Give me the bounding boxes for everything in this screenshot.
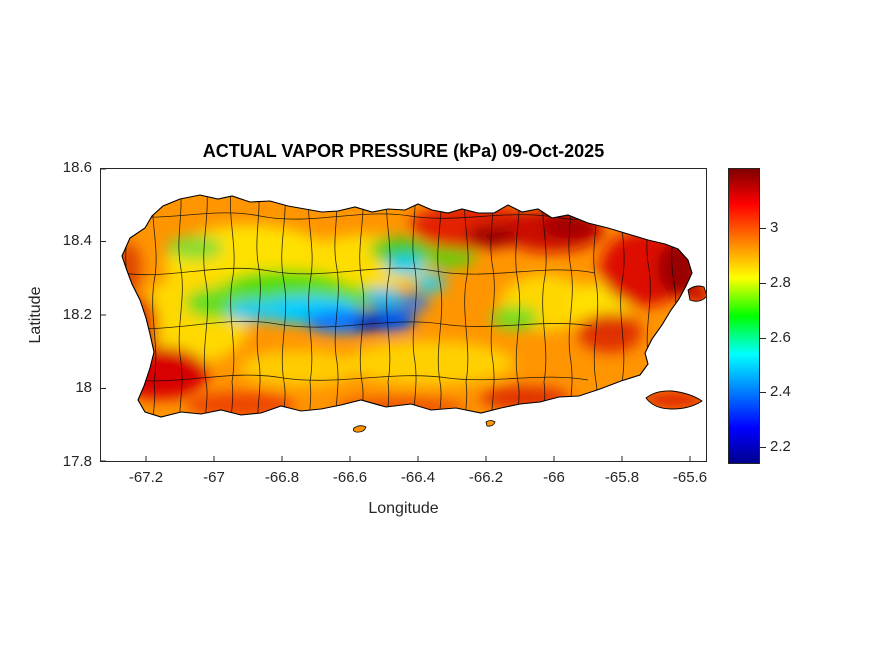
x-tick-label: -67 [203, 469, 225, 486]
colorbar-tick-label: 2.2 [770, 438, 791, 455]
plot-title: ACTUAL VAPOR PRESSURE (kPa) 09-Oct-2025 [202, 141, 605, 161]
colorbar [728, 168, 760, 464]
colorbar-tick-mark [760, 283, 766, 284]
vapor-pressure-field [122, 195, 707, 433]
colorbar-tick-mark [760, 392, 766, 393]
x-tick-label: -65.6 [672, 469, 708, 486]
colorbar-tick-label: 2.6 [770, 329, 791, 346]
y-tick-label: 17.8 [62, 453, 92, 470]
axes-box [100, 168, 707, 462]
colorbar-tick-label: 3 [770, 219, 779, 236]
colorbar-tick-mark [760, 447, 766, 448]
y-tick-marks [100, 168, 106, 462]
x-tick-label: -65.8 [604, 469, 640, 486]
y-tick-label: 18.6 [62, 159, 92, 176]
y-axis-label: Latitude [27, 286, 44, 344]
x-tick-label: -66 [543, 469, 565, 486]
x-tick-label: -67.2 [128, 469, 164, 486]
x-tick-label: -66.2 [468, 469, 504, 486]
x-tick-label: -66.4 [400, 469, 436, 486]
x-axis-label: Longitude [368, 500, 439, 517]
map-svg [100, 168, 708, 462]
colorbar-tick-mark [760, 338, 766, 339]
colorbar-tick-label: 2.8 [770, 274, 791, 291]
x-tick-marks [145, 456, 691, 462]
y-tick-label: 18.4 [62, 232, 92, 249]
x-tick-label: -66.8 [264, 469, 300, 486]
plot-area [100, 168, 708, 462]
y-tick-label: 18 [75, 379, 92, 396]
colorbar-tick-label: 2.4 [770, 383, 791, 400]
y-tick-label: 18.2 [62, 306, 92, 323]
x-tick-label: -66.6 [332, 469, 368, 486]
colorbar-tick-mark [760, 228, 766, 229]
